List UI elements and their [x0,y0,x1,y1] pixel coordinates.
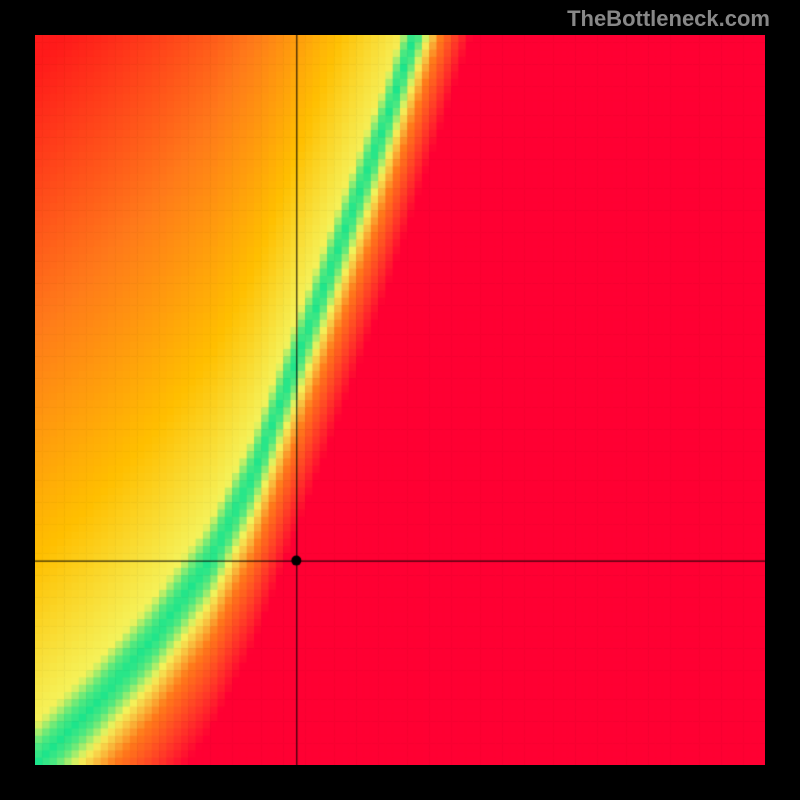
watermark-text: TheBottleneck.com [567,6,770,32]
heatmap-canvas [35,35,765,765]
heatmap-plot [35,35,765,765]
